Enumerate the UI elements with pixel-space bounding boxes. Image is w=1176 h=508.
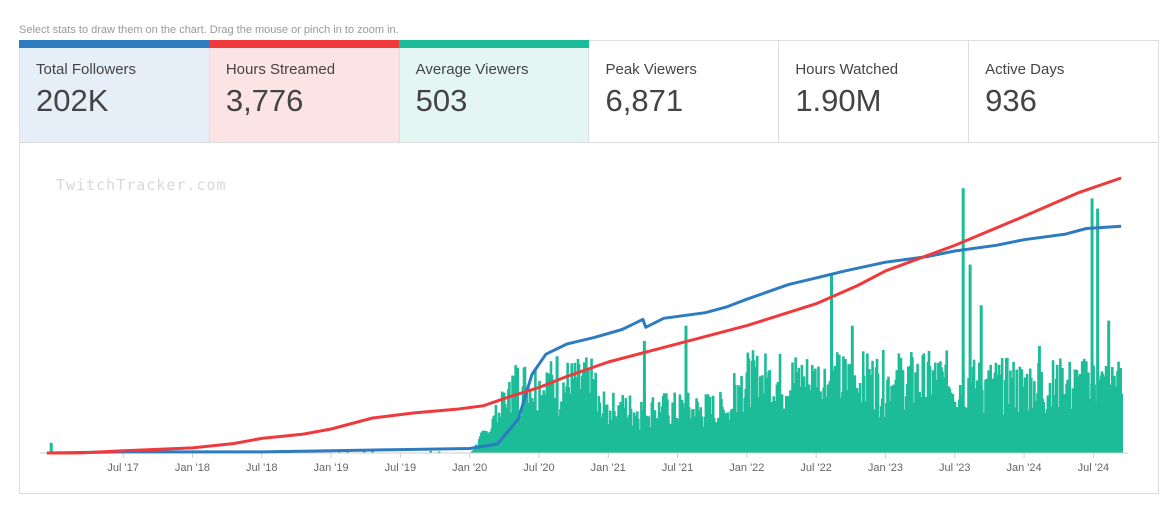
viewers-bar (828, 380, 832, 453)
viewers-peak-bar (850, 325, 854, 453)
viewers-bar (523, 366, 527, 453)
x-tick-label: Jan '24 (1006, 462, 1041, 474)
stat-selected-bar (398, 40, 590, 48)
average-viewers-bars (49, 188, 1123, 453)
stat-hours-streamed[interactable]: Hours Streamed 3,776 (208, 40, 400, 143)
stat-total-followers[interactable]: Total Followers 202K (19, 40, 210, 143)
stat-selector-row: Total Followers 202K Hours Streamed 3,77… (19, 40, 1159, 143)
viewers-bar (833, 365, 837, 453)
viewers-bar (1087, 372, 1090, 453)
viewers-peak-bar (555, 356, 559, 453)
viewers-bar (942, 377, 945, 453)
viewers-peak-bar (961, 188, 965, 453)
viewers-bar (337, 451, 341, 453)
viewers-peak-bar (979, 305, 983, 453)
hours-streamed-line (46, 176, 1122, 455)
viewers-bar (747, 358, 751, 453)
stat-label: Average Viewers (415, 61, 529, 78)
chart-area[interactable] (19, 142, 1159, 494)
viewers-bar (805, 359, 809, 453)
stat-label: Peak Viewers (605, 61, 697, 78)
viewers-peak-bar (49, 442, 53, 453)
viewers-peak-bar (968, 264, 972, 453)
viewers-bar (429, 450, 433, 453)
viewers-bar (346, 451, 349, 453)
stat-average-viewers[interactable]: Average Viewers 503 (398, 40, 590, 143)
x-tick-label: Jul '24 (1078, 462, 1109, 474)
viewers-bar (1059, 358, 1062, 453)
x-tick-label: Jan '22 (729, 462, 764, 474)
viewers-bar (876, 373, 880, 453)
viewers-bar (1085, 361, 1088, 453)
stat-label: Hours Watched (795, 61, 899, 78)
viewers-peak-bar (1090, 198, 1094, 453)
viewers-bar (755, 355, 759, 453)
viewers-bar (651, 397, 655, 453)
viewers-bar (922, 353, 926, 453)
x-tick-label: Jul '20 (523, 462, 554, 474)
total-followers-line (46, 224, 1122, 455)
stat-value: 936 (985, 83, 1037, 118)
x-tick-label: Jul '19 (385, 462, 416, 474)
x-tick-label: Jan '18 (175, 462, 210, 474)
stat-selected-bar (19, 40, 210, 48)
viewers-bar (778, 353, 782, 453)
stat-hours-watched[interactable]: Hours Watched 1.90M (779, 41, 970, 143)
viewers-bar (598, 402, 602, 453)
viewers-bar (494, 404, 498, 453)
viewers-peak-bar (830, 274, 834, 453)
viewers-peak-bar (1096, 208, 1100, 453)
x-tick-label: Jan '21 (591, 462, 626, 474)
viewers-peak-bar (642, 340, 646, 453)
stat-selected-bar (208, 40, 400, 48)
x-tick-label: Jul '22 (800, 462, 831, 474)
x-tick-label: Jul '21 (662, 462, 693, 474)
stat-value: 503 (415, 83, 468, 118)
chart-hint-text: Select stats to draw them on the chart. … (19, 24, 399, 36)
x-tick-label: Jan '19 (313, 462, 348, 474)
viewers-bar (1061, 367, 1064, 453)
viewers-bar (901, 370, 905, 453)
viewers-bar (814, 368, 817, 453)
stat-label: Active Days (985, 61, 1065, 78)
viewers-bar (881, 349, 885, 453)
x-tick-label: Jan '23 (868, 462, 903, 474)
x-tick-label: Jan '20 (452, 462, 487, 474)
viewers-bar (1048, 382, 1052, 453)
x-tick-label: Jul '18 (246, 462, 277, 474)
x-tick-label: Jul '17 (107, 462, 138, 474)
stat-label: Hours Streamed (225, 61, 336, 78)
viewers-bar (371, 450, 374, 453)
viewers-peak-bar (684, 325, 688, 453)
viewers-bar (1015, 369, 1018, 453)
stat-value: 3,776 (225, 83, 304, 118)
viewers-bar (817, 366, 820, 453)
viewers-peak-bar (1107, 320, 1111, 453)
viewers-bar (768, 370, 771, 453)
viewers-bar (871, 360, 874, 453)
viewers-bar (945, 350, 948, 453)
viewers-bar (534, 370, 537, 453)
stat-value: 202K (36, 83, 109, 118)
series-lines (46, 176, 1122, 455)
x-tick-label: Jul '23 (939, 462, 970, 474)
viewers-bar (437, 451, 441, 453)
viewers-bar (1068, 361, 1072, 453)
stat-active-days[interactable]: Active Days 936 (969, 41, 1159, 143)
stat-value: 1.90M (795, 83, 882, 118)
viewers-bar (1012, 361, 1015, 453)
stat-peak-viewers[interactable]: Peak Viewers 6,871 (589, 41, 780, 143)
viewers-bar (1029, 377, 1033, 453)
viewers-peak-bar (1037, 346, 1041, 453)
viewers-bar (362, 451, 366, 453)
stat-value: 6,871 (605, 83, 684, 118)
stat-label: Total Followers (36, 61, 137, 78)
viewers-bar (1120, 393, 1123, 453)
x-axis-ticks: Jul '17 Jan '18 Jul '18 Jan '19 Jul '19 Jan '… (107, 453, 1109, 474)
viewers-bar (1000, 358, 1004, 453)
watermark: TwitchTracker.com (56, 176, 227, 194)
